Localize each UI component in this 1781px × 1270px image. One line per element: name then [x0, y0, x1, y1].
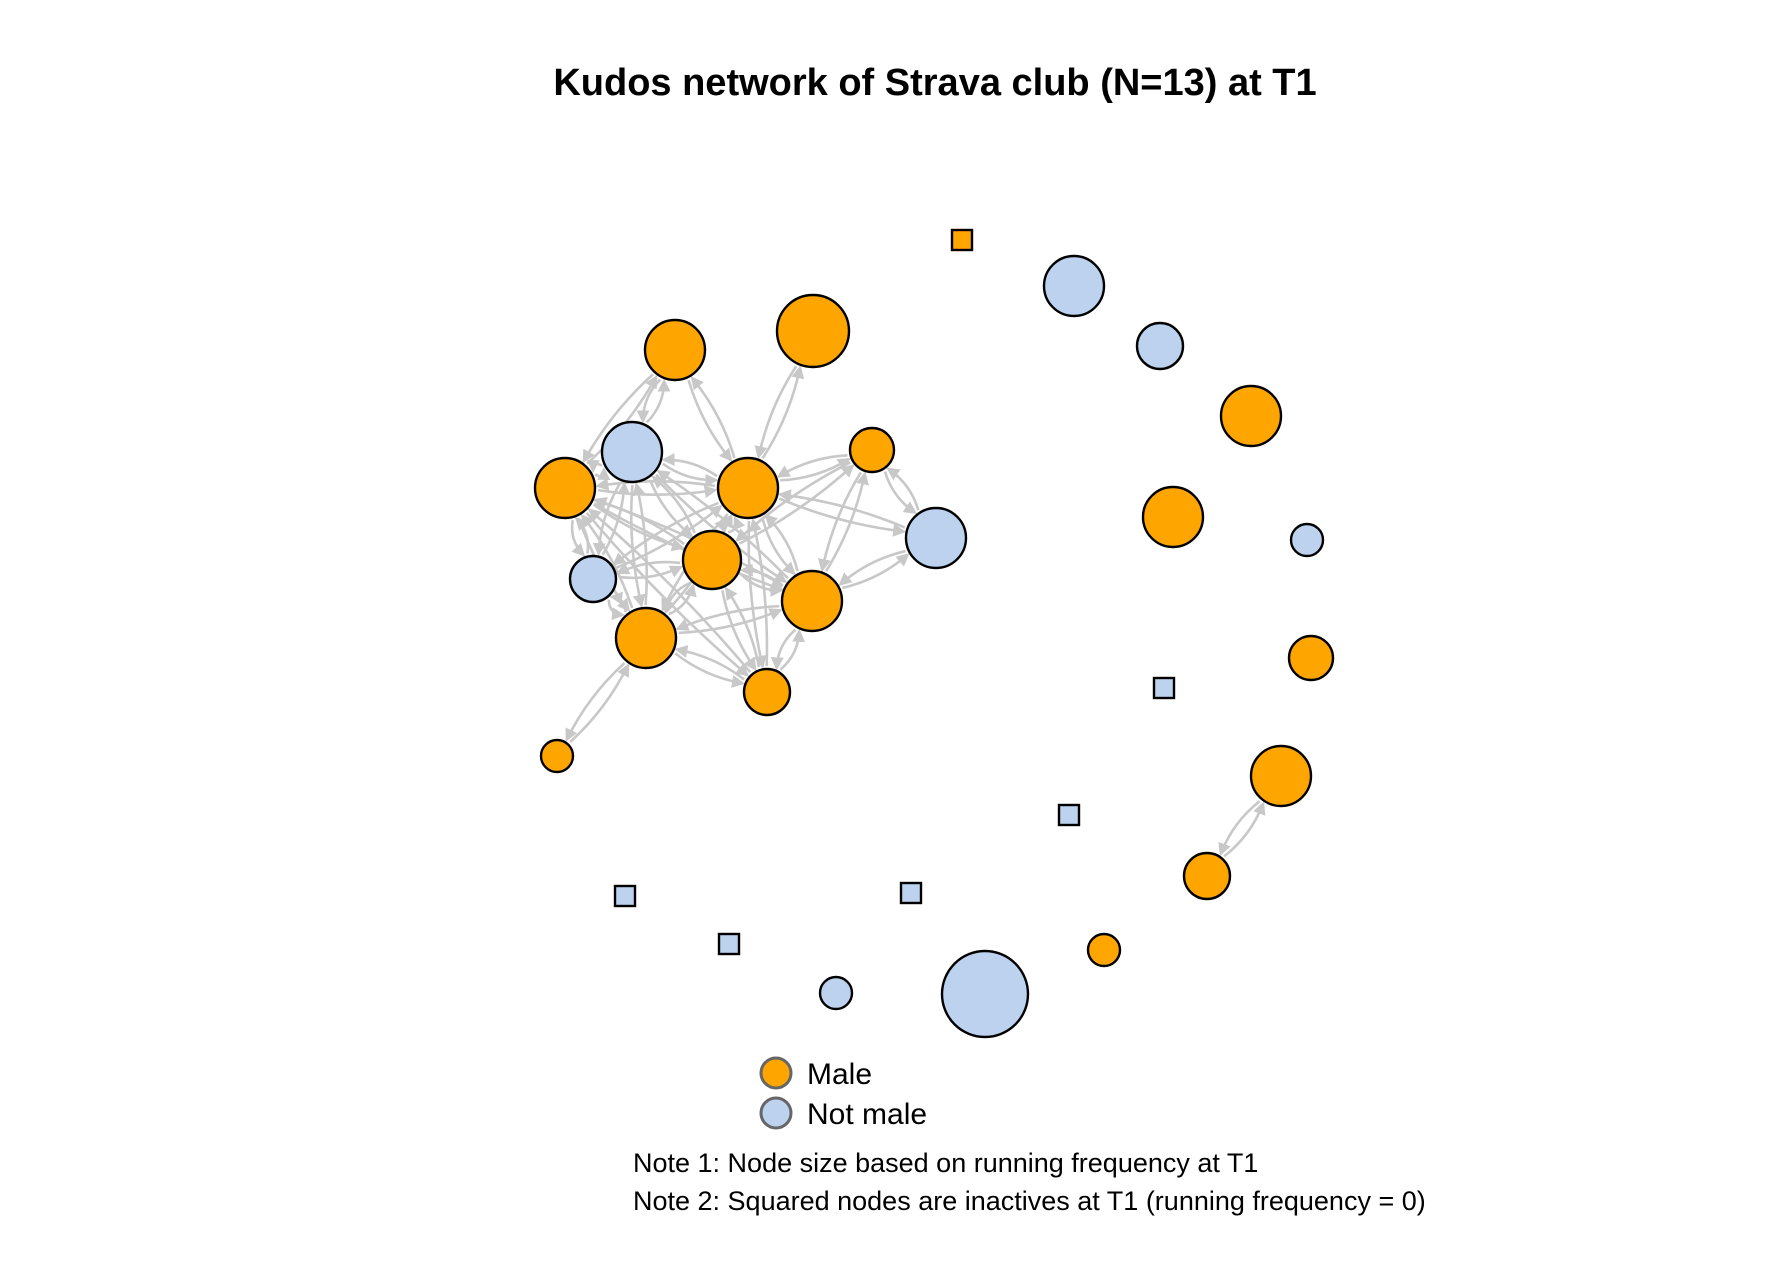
network-edge	[780, 457, 851, 482]
network-node	[940, 949, 1030, 1039]
network-node	[742, 667, 792, 717]
nodes-layer	[533, 228, 1335, 1039]
network-node	[1141, 485, 1205, 549]
network-edge	[727, 516, 746, 534]
network-edge	[778, 497, 907, 537]
legend-swatch-male	[759, 1056, 793, 1090]
network-edge	[609, 591, 627, 613]
network-edge	[735, 461, 851, 542]
network-edge	[662, 462, 719, 487]
network-node	[614, 606, 678, 670]
network-node	[1135, 321, 1185, 371]
network-node	[681, 529, 743, 591]
network-node	[1182, 851, 1232, 901]
network-node	[775, 293, 851, 369]
network-node	[643, 318, 707, 382]
edges-layer	[565, 365, 1266, 858]
network-edge	[761, 365, 805, 460]
network-edge	[582, 373, 654, 464]
network-node	[716, 456, 780, 520]
network-edge	[690, 376, 736, 459]
network-node	[780, 569, 844, 633]
network-edge	[594, 466, 611, 480]
network-edge	[777, 489, 906, 529]
network-node	[1086, 932, 1122, 968]
legend-label-not-male: Not male	[807, 1098, 927, 1131]
network-node	[1219, 384, 1283, 448]
network-node	[1289, 522, 1325, 558]
inactive-node-square	[1057, 803, 1081, 827]
network-edge	[597, 485, 718, 499]
network-edge	[656, 469, 789, 580]
network-edge	[645, 378, 671, 424]
network-edge	[675, 604, 780, 631]
network-edge	[607, 599, 625, 621]
network-node	[1249, 744, 1313, 808]
inactive-node-square	[1152, 676, 1176, 700]
network-node	[818, 975, 854, 1011]
legend-swatch-not-male	[759, 1096, 793, 1130]
network-edge	[569, 663, 630, 744]
network-edge	[761, 517, 796, 576]
note-1: Note 1: Node size based on running frequ…	[633, 1148, 1258, 1178]
network-edge	[842, 553, 910, 590]
network-edge	[770, 628, 797, 671]
network-edge	[721, 590, 757, 671]
network-edge	[738, 464, 855, 545]
network-edge	[749, 518, 769, 666]
legend: Male Not male	[759, 1056, 927, 1131]
inactive-node-square	[717, 932, 741, 956]
network-edge	[825, 471, 869, 572]
network-edge	[764, 513, 799, 572]
note-2: Note 2: Squared nodes are inactives at T…	[633, 1186, 1426, 1216]
network-edge	[592, 482, 622, 557]
network-edge	[618, 565, 684, 580]
network-edge	[779, 628, 806, 671]
network-edge	[586, 460, 603, 474]
network-node	[568, 554, 618, 604]
network-edge	[587, 508, 752, 673]
network-node	[1287, 634, 1335, 682]
network-edge	[580, 513, 634, 609]
network-node	[600, 420, 664, 484]
network-node	[539, 738, 575, 774]
inactive-node-square	[950, 228, 974, 252]
network-node	[1042, 254, 1106, 318]
network-edge	[724, 586, 761, 668]
figure-title: Kudos network of Strava club (N=13) at T…	[553, 62, 1316, 104]
network-edge	[838, 549, 906, 586]
network-node	[904, 506, 968, 570]
network-edge	[661, 453, 718, 478]
inactive-node-square	[899, 881, 923, 905]
network-edge	[595, 477, 716, 491]
network-edge	[817, 471, 862, 573]
network-edge	[585, 512, 750, 677]
network-node	[533, 456, 597, 520]
network-edge	[886, 467, 920, 511]
network-edge	[668, 583, 697, 616]
network-edge	[739, 573, 784, 598]
network-node	[848, 426, 896, 474]
network-edge	[678, 608, 783, 635]
network-edge	[739, 563, 784, 588]
network-edge	[1223, 801, 1266, 858]
legend-label-male: Male	[807, 1058, 872, 1091]
network-edge	[565, 662, 626, 742]
network-edge	[687, 379, 733, 462]
network-edge	[632, 482, 649, 606]
network-edge	[629, 484, 646, 608]
network-edge	[754, 365, 798, 460]
network-edge	[570, 519, 586, 557]
network-edge	[1218, 800, 1261, 857]
notes: Note 1: Node size based on running frequ…	[633, 1148, 1426, 1216]
inactive-node-square	[613, 884, 637, 908]
network-edge	[776, 454, 848, 478]
